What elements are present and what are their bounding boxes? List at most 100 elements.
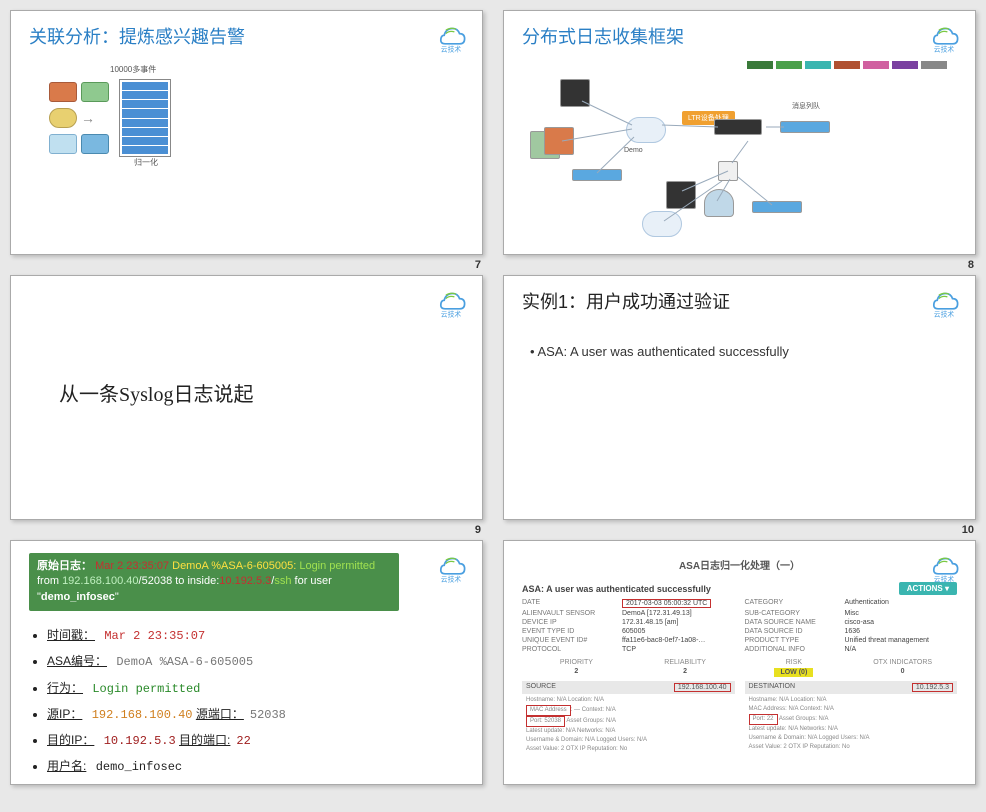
parsed-field-row: 目的IP： 10.192.5.3 目的端口:22 [47,728,464,754]
slide-body: 云技术 从一条Syslog日志说起 [10,275,483,520]
meta-val: 2017-03-03 05:00:32 UTC [622,599,735,608]
source-ip-box: 192.168.100.40 [674,683,731,692]
event-headline: ASA: A user was authenticated successful… [522,584,711,594]
ap-node [704,189,734,217]
meta-val: cisco-asa [845,619,958,626]
server-node [666,181,696,209]
cloud-logo-icon: 云技术 [434,21,468,53]
slide-12: 云技术 ASA日志归一化处理（一） ASA: A user was authen… [503,540,976,785]
svg-text:云技术: 云技术 [441,309,462,318]
log-user: demo_infosec [41,591,115,603]
parsed-field-row: ASA编号： DemoA %ASA-6-605005 [47,649,464,675]
s8-network-diagram: LTR设备处理 消息列队 Demo [522,61,957,241]
metric-cell: RELIABILITY2 [631,659,740,677]
bullet-text: • ASA: A user was authenticated successf… [530,344,957,359]
source-head: SOURCE [526,683,556,692]
meta-key: ALIENVAULT SENSOR [522,610,612,617]
slide-body: 云技术 实例1：用户成功通过验证 • ASA: A user was authe… [503,275,976,520]
svg-text:云技术: 云技术 [934,574,955,583]
cloud-node [626,117,666,143]
device-icons-column: → [49,82,109,154]
parsed-field-row: 用户名: demo_infosec [47,754,464,780]
meta-key: PRODUCT TYPE [745,637,835,644]
legend-swatch [776,61,802,69]
dest-head: DESTINATION [749,683,796,692]
meta-key: UNIQUE EVENT ID# [522,637,612,644]
meta-val: Unified threat management [845,637,958,644]
page-number: 7 [475,259,481,271]
log-dst-ip: 10.192.5.3 [219,575,271,587]
router-icon [49,108,77,128]
switch-node [572,169,622,181]
svg-text:云技术: 云技术 [441,574,462,583]
s7-diagram: → 10000多事件 归一化 [49,79,464,157]
parsed-field-row: 行为： Login permitted [47,676,464,702]
legend-swatch [834,61,860,69]
page-number: 9 [475,524,481,536]
server-icon [81,82,109,102]
log-from: from [37,575,59,587]
log-label: 原始日志： [37,560,92,572]
source-panel: SOURCE 192.168.100.40 Hostname: N/A Loca… [522,681,735,756]
log-to: to inside: [175,575,219,587]
metric-cell: PRIORITY2 [522,659,631,677]
parsed-field-row: 源IP： 192.168.100.40 源端口：52038 [47,702,464,728]
box-node [718,161,738,181]
cloud-logo-icon: 云技术 [927,551,961,583]
meta-val: 605005 [622,628,735,635]
legend-swatch [921,61,947,69]
svg-text:云技术: 云技术 [934,309,955,318]
parsed-fields-list: 时间戳： Mar 2 23:35:07ASA编号： DemoA %ASA-6-6… [47,623,464,780]
device-node [714,119,762,135]
meta-key: SUB-CATEGORY [745,610,835,617]
slide-body: 云技术 原始日志： Mar 2 23:35:07 DemoA %ASA-6-60… [10,540,483,785]
switch-node [752,201,802,213]
meta-key: EVENT TYPE ID [522,628,612,635]
rack-top-label: 10000多事件 [110,64,156,75]
legend-swatch [863,61,889,69]
accesspoint-icon [49,134,77,154]
slide-title: 实例1：用户成功通过验证 [522,288,957,314]
cloud-logo-icon: 云技术 [434,286,468,318]
log-src-ip: 192.168.100.40 [62,575,138,587]
legend-swatch [805,61,831,69]
slides-grid: 云技术 关联分析：提炼感兴趣告警 → 10000多事件 归一化 7 [10,10,976,785]
raw-log-box: 原始日志： Mar 2 23:35:07 DemoA %ASA-6-605005… [29,553,399,611]
dest-ip-box: 10.192.5.3 [912,683,953,692]
page-number: 8 [968,259,974,271]
meta-val: N/A [845,646,958,653]
meta-key: PROTOCOL [522,646,612,653]
firewall-node [544,127,574,155]
legend [747,61,947,69]
cloud-node [642,211,682,237]
metric-cell: OTX INDICATORS0 [848,659,957,677]
slide-title: 分布式日志收集框架 [522,23,848,49]
meta-val: Misc [845,610,958,617]
metric-cell: RISKLOW (0) [740,659,849,677]
log-timestamp: Mar 2 23:35:07 [95,560,169,572]
svg-text:云技术: 云技术 [441,44,462,53]
meta-val: TCP [622,646,735,653]
log-host: DemoA %ASA-6-605005: [172,560,296,572]
pc-icon [81,134,109,154]
rack-bottom-label: 归一化 [134,157,158,168]
log-action: Login permitted [299,560,375,572]
log-src-port: 52038 [142,575,173,587]
meta-key: ADDITIONAL INFO [745,646,835,653]
parsed-field-row: 时间戳： Mar 2 23:35:07 [47,623,464,649]
panel-title: ASA日志归一化处理（一） [522,557,957,572]
meta-key: DEVICE IP [522,619,612,626]
slide-body: 云技术 ASA日志归一化处理（一） ASA: A user was authen… [503,540,976,785]
firewall-icon [49,82,77,102]
meta-val: 1636 [845,628,958,635]
meta-key: DATA SOURCE ID [745,628,835,635]
meta-val: 172.31.48.15 [am] [622,619,735,626]
meta-val: Authentication [845,599,958,608]
event-meta-grid: DATE2017-03-03 05:00:32 UTCCATEGORYAuthe… [522,599,957,653]
meta-key: DATE [522,599,612,608]
meta-key: DATA SOURCE NAME [745,619,835,626]
slide-8: 云技术 分布式日志收集框架 LTR设备处理 消息列队 Demo [503,10,976,255]
actions-button[interactable]: ACTIONS ▾ [899,582,957,595]
cloud-logo-icon: 云技术 [434,551,468,583]
arrow-icon: → [81,110,95,126]
